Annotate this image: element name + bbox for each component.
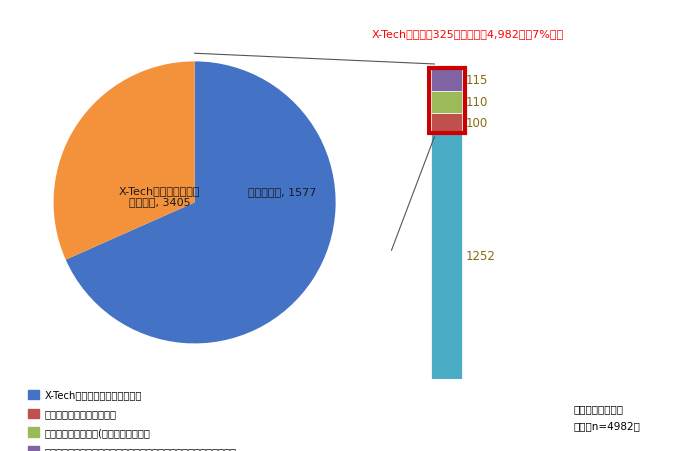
Text: 115: 115 (466, 74, 488, 87)
Text: まだ経験はしていないが、今後そういう経験をすることが決まっている: まだ経験はしていないが、今後そういう経験をすることが決まっている (44, 446, 236, 451)
Bar (432, 92, 462, 114)
Text: X-Tech経験有（325人）は全体4,982人の7%相当: X-Tech経験有（325人）は全体4,982人の7%相当 (372, 29, 564, 39)
Bar (432, 133, 462, 379)
Text: X-Techを知らない／わからない: X-Techを知らない／わからない (44, 390, 142, 400)
Text: 100: 100 (466, 117, 488, 130)
Text: X-Techを知らない／わ
からない, 3405: X-Techを知らない／わ からない, 3405 (119, 185, 200, 207)
Text: 全体（n=4982）: 全体（n=4982） (573, 420, 640, 430)
Bar (432, 114, 462, 133)
Text: 現在、経験している(取り組んでいる）: 現在、経験している(取り組んでいる） (44, 428, 150, 437)
Text: 1252: 1252 (466, 249, 496, 262)
Wedge shape (66, 62, 336, 344)
Text: 過去に経験したことがある: 過去に経験したことがある (44, 409, 117, 419)
Text: 知っている, 1577: 知っている, 1577 (248, 187, 316, 197)
Text: 単回答、単位：人: 単回答、単位：人 (573, 404, 623, 414)
Bar (429, 69, 465, 134)
Wedge shape (54, 62, 195, 260)
Bar (432, 69, 462, 92)
Text: 110: 110 (466, 96, 488, 109)
